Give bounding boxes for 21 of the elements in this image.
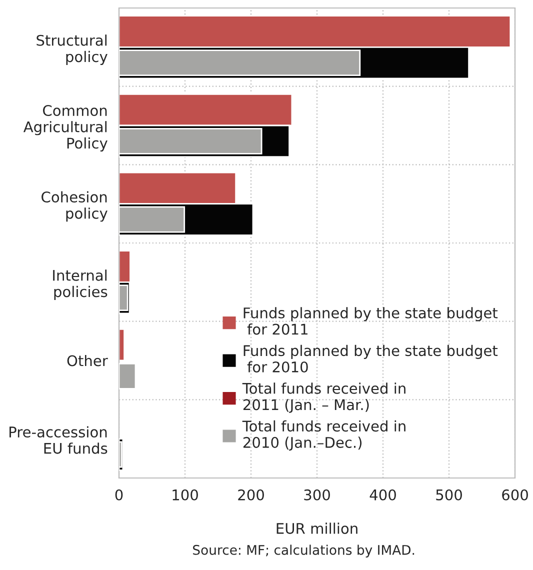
bar xyxy=(119,362,136,390)
legend-label: Funds planned by the state budget for 2010 xyxy=(244,344,498,372)
x-axis-title: EUR million xyxy=(276,522,358,534)
legend-label: Funds planned by the state budget for 2011 xyxy=(244,307,498,335)
bar xyxy=(119,328,125,362)
x-tick-label: 200 xyxy=(238,489,264,500)
x-tick-label: 600 xyxy=(502,489,528,500)
y-tick-label: Other xyxy=(67,354,108,366)
y-tick-label: Internal policies xyxy=(53,270,108,300)
x-tick-label: 400 xyxy=(370,489,396,500)
y-tick-label: Cohesion policy xyxy=(42,191,108,222)
y-tick-label: Common Agricultural Policy xyxy=(23,104,108,152)
y-tick-label: Pre-accession EU funds xyxy=(10,426,108,454)
legend-label: Total funds received in 2010 (Jan.–Dec.) xyxy=(242,420,406,451)
source-note: Source: MF; calculations by IMAD. xyxy=(193,544,414,558)
y-tick-label: Structural policy xyxy=(36,34,108,66)
x-tick-label: 100 xyxy=(172,489,198,500)
x-tick-label: 500 xyxy=(436,489,462,500)
x-tick-label: 300 xyxy=(304,489,330,500)
legend-label: Total funds received in 2011 (Jan. – Mar.) xyxy=(242,382,406,413)
x-tick-label: 0 xyxy=(115,489,123,500)
